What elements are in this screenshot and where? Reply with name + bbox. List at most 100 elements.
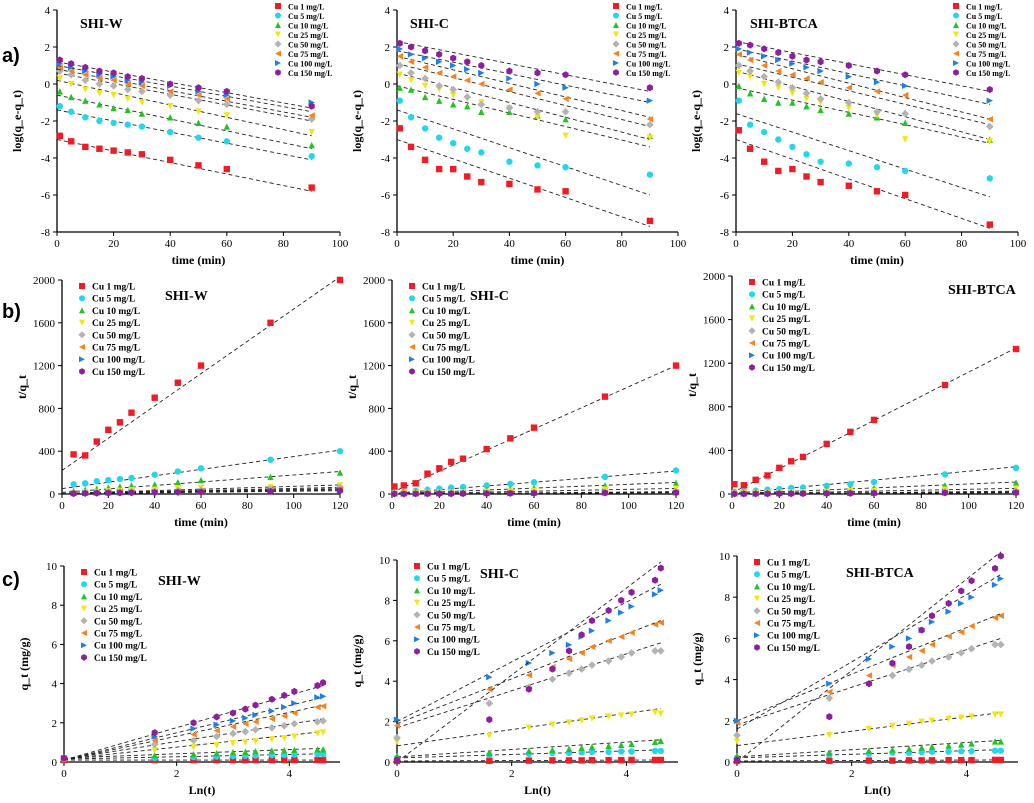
data-point [478, 80, 485, 88]
data-point [588, 617, 596, 625]
data-point [174, 379, 182, 386]
data-point [268, 747, 276, 754]
fit-line [61, 490, 341, 495]
series-cu-150-mg-l [731, 489, 1020, 498]
data-point [847, 489, 854, 497]
data-point [657, 737, 664, 744]
data-point [672, 479, 680, 486]
data-point [190, 744, 197, 751]
data-point [902, 71, 909, 79]
fit-line [56, 139, 312, 192]
data-point [817, 78, 824, 86]
data-point [845, 182, 852, 189]
legend: Cu 1 mg/LCu 5 mg/LCu 10 mg/LCu 25 mg/LCu… [952, 3, 1010, 78]
data-point [435, 165, 443, 173]
data-point [435, 58, 443, 65]
data-point [1012, 489, 1020, 497]
data-point [267, 319, 274, 326]
series-cu-1-mg-l [735, 127, 993, 229]
series-cu-150-mg-l [61, 487, 344, 498]
data-point [928, 657, 936, 665]
data-point [189, 736, 198, 745]
data-point [483, 482, 490, 489]
fit-line [735, 48, 990, 105]
data-point [889, 746, 896, 753]
data-point [788, 490, 795, 498]
legend: Cu 1 mg/LCu 5 mg/LCu 10 mg/LCu 25 mg/LCu… [274, 3, 332, 78]
data-point [968, 577, 975, 585]
data-point [789, 60, 796, 67]
data-point [565, 719, 573, 726]
data-point [577, 665, 586, 673]
legend-marker [78, 331, 86, 339]
series-cu-25-mg-l [396, 71, 654, 141]
data-point [424, 490, 431, 498]
data-point [314, 746, 321, 753]
data-point [958, 587, 965, 595]
data-point [110, 147, 117, 154]
data-point [865, 655, 873, 663]
data-point [928, 612, 936, 620]
legend-label: Cu 1 mg/L [767, 559, 810, 569]
data-point [486, 686, 493, 693]
x-tick-label: 100 [670, 238, 687, 250]
data-point [252, 711, 259, 719]
y-tick-label: 1200 [703, 358, 726, 370]
data-point [986, 115, 993, 123]
data-point [195, 162, 202, 169]
data-point [450, 54, 457, 62]
data-point [105, 476, 112, 484]
data-point [997, 756, 1004, 764]
y-tick-label: 0 [45, 79, 51, 91]
data-point [450, 91, 457, 99]
y-tick-label: 1600 [703, 315, 726, 327]
data-point [733, 731, 741, 740]
data-point [905, 757, 913, 764]
x-tick-label: 120 [668, 500, 685, 512]
data-point [928, 641, 936, 648]
data-point [789, 90, 796, 97]
data-point [167, 128, 174, 136]
fit-line [736, 574, 1002, 730]
legend-label: Cu 1 mg/L [94, 569, 137, 579]
data-point [67, 67, 75, 75]
data-point [525, 747, 533, 755]
data-point [308, 152, 315, 160]
x-tick-label: 0 [729, 500, 735, 512]
legend-label: Cu 10 mg/L [762, 303, 810, 313]
data-point [917, 661, 926, 670]
legend-marker [952, 40, 960, 48]
data-point [578, 717, 585, 724]
x-axis-label: time (min) [511, 253, 565, 267]
data-point [291, 700, 298, 707]
data-point [525, 724, 533, 731]
data-point [464, 173, 471, 180]
data-point [464, 66, 471, 73]
data-point [151, 481, 158, 488]
row-label-b: b) [2, 301, 21, 323]
data-point [190, 719, 197, 727]
legend-marker [409, 356, 415, 363]
series-cu-1-mg-l [61, 276, 344, 471]
data-point [291, 733, 298, 740]
data-point [605, 637, 612, 644]
data-point [941, 489, 949, 497]
legend-label: Cu 10 mg/L [626, 22, 666, 31]
data-point [945, 599, 952, 607]
legend-label: Cu 50 mg/L [422, 331, 470, 341]
series-cu-100-mg-l [56, 60, 315, 113]
legend-marker [953, 60, 959, 66]
legend-label: Cu 150 mg/L [767, 644, 820, 654]
chart-title: SHI-BTCA [846, 566, 915, 581]
legend-marker [953, 3, 959, 9]
data-point [336, 469, 344, 476]
data-point [618, 756, 625, 764]
data-point [733, 756, 741, 764]
data-point [618, 633, 625, 640]
x-tick-label: 2 [849, 768, 855, 780]
x-axis-label: time (min) [174, 515, 228, 529]
legend-label: Cu 1 mg/L [288, 3, 324, 12]
y-axis-label: log(q_e-q_t) [350, 90, 364, 152]
legend-marker [414, 636, 420, 643]
x-tick-label: 2 [174, 768, 180, 780]
